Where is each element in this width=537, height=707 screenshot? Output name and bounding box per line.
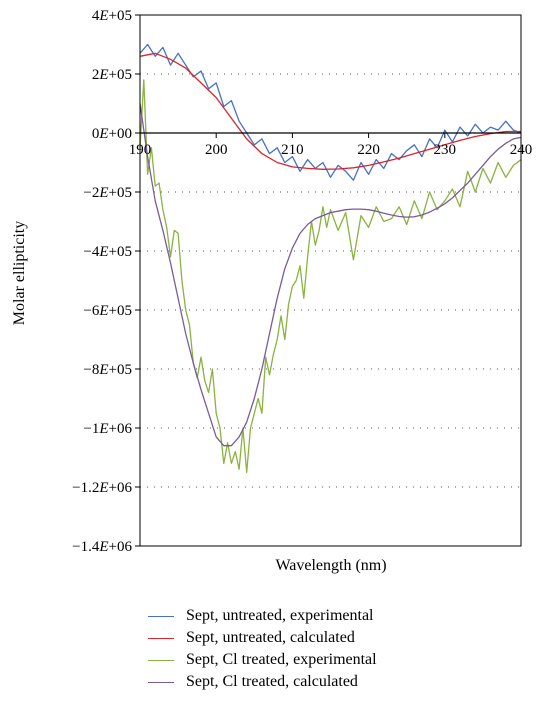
x-tick-label: 240	[510, 142, 533, 158]
x-tick-label: 210	[281, 142, 304, 158]
legend-item: Sept, Cl treated, experimental	[148, 649, 377, 671]
y-axis-title: Molar ellipticity	[11, 221, 28, 325]
legend-item: Sept, Cl treated, calculated	[148, 671, 377, 693]
y-tick-label: −6E+05	[83, 303, 132, 319]
x-tick-label: 230	[434, 142, 457, 158]
gridlines	[140, 73, 521, 488]
plot-frame	[139, 14, 522, 547]
y-tick-label: 4E+05	[92, 8, 132, 24]
legend-label: Sept, untreated, experimental	[186, 607, 374, 624]
legend-swatch	[148, 659, 174, 661]
series-line-4	[139, 103, 522, 447]
legend-item: Sept, untreated, experimental	[148, 605, 377, 627]
legend-label: Sept, untreated, calculated	[186, 629, 355, 646]
legend-label: Sept, Cl treated, calculated	[186, 673, 358, 690]
legend: Sept, untreated, experimental Sept, untre…	[148, 605, 377, 693]
y-tick-label: −1E+06	[83, 421, 132, 437]
x-tick-label: 220	[357, 142, 380, 158]
series-line-3	[139, 79, 522, 473]
legend-swatch	[148, 637, 174, 639]
legend-label: Sept, Cl treated, experimental	[186, 651, 377, 668]
x-tick-label: 190	[129, 142, 152, 158]
axes	[135, 14, 522, 547]
series-line-1	[139, 43, 522, 181]
y-tick-label: 0E+00	[92, 126, 132, 142]
y-tick-label: 2E+05	[92, 67, 132, 83]
legend-swatch	[148, 615, 174, 617]
x-axis-title: Wavelength (nm)	[275, 557, 386, 574]
y-tick-label: −8E+05	[83, 362, 132, 378]
line-chart: 4E+05 2E+05 0E+00 −2E+05 −4E+05 −6E+05 −8E+05 −…	[11, 8, 532, 574]
y-tick-label: −4E+05	[83, 244, 132, 260]
legend-item: Sept, untreated, calculated	[148, 627, 377, 649]
series-lines	[139, 43, 522, 473]
series-line-2	[139, 52, 521, 170]
legend-swatch	[148, 681, 174, 683]
y-tick-label: −2E+05	[83, 185, 132, 201]
y-tick-label: −1.4E+06	[72, 539, 132, 555]
x-tick-label: 200	[205, 142, 228, 158]
tick-labels: 4E+05 2E+05 0E+00 −2E+05 −4E+05 −6E+05 −8E+05 −…	[72, 8, 532, 555]
y-tick-label: −1.2E+06	[72, 480, 132, 496]
